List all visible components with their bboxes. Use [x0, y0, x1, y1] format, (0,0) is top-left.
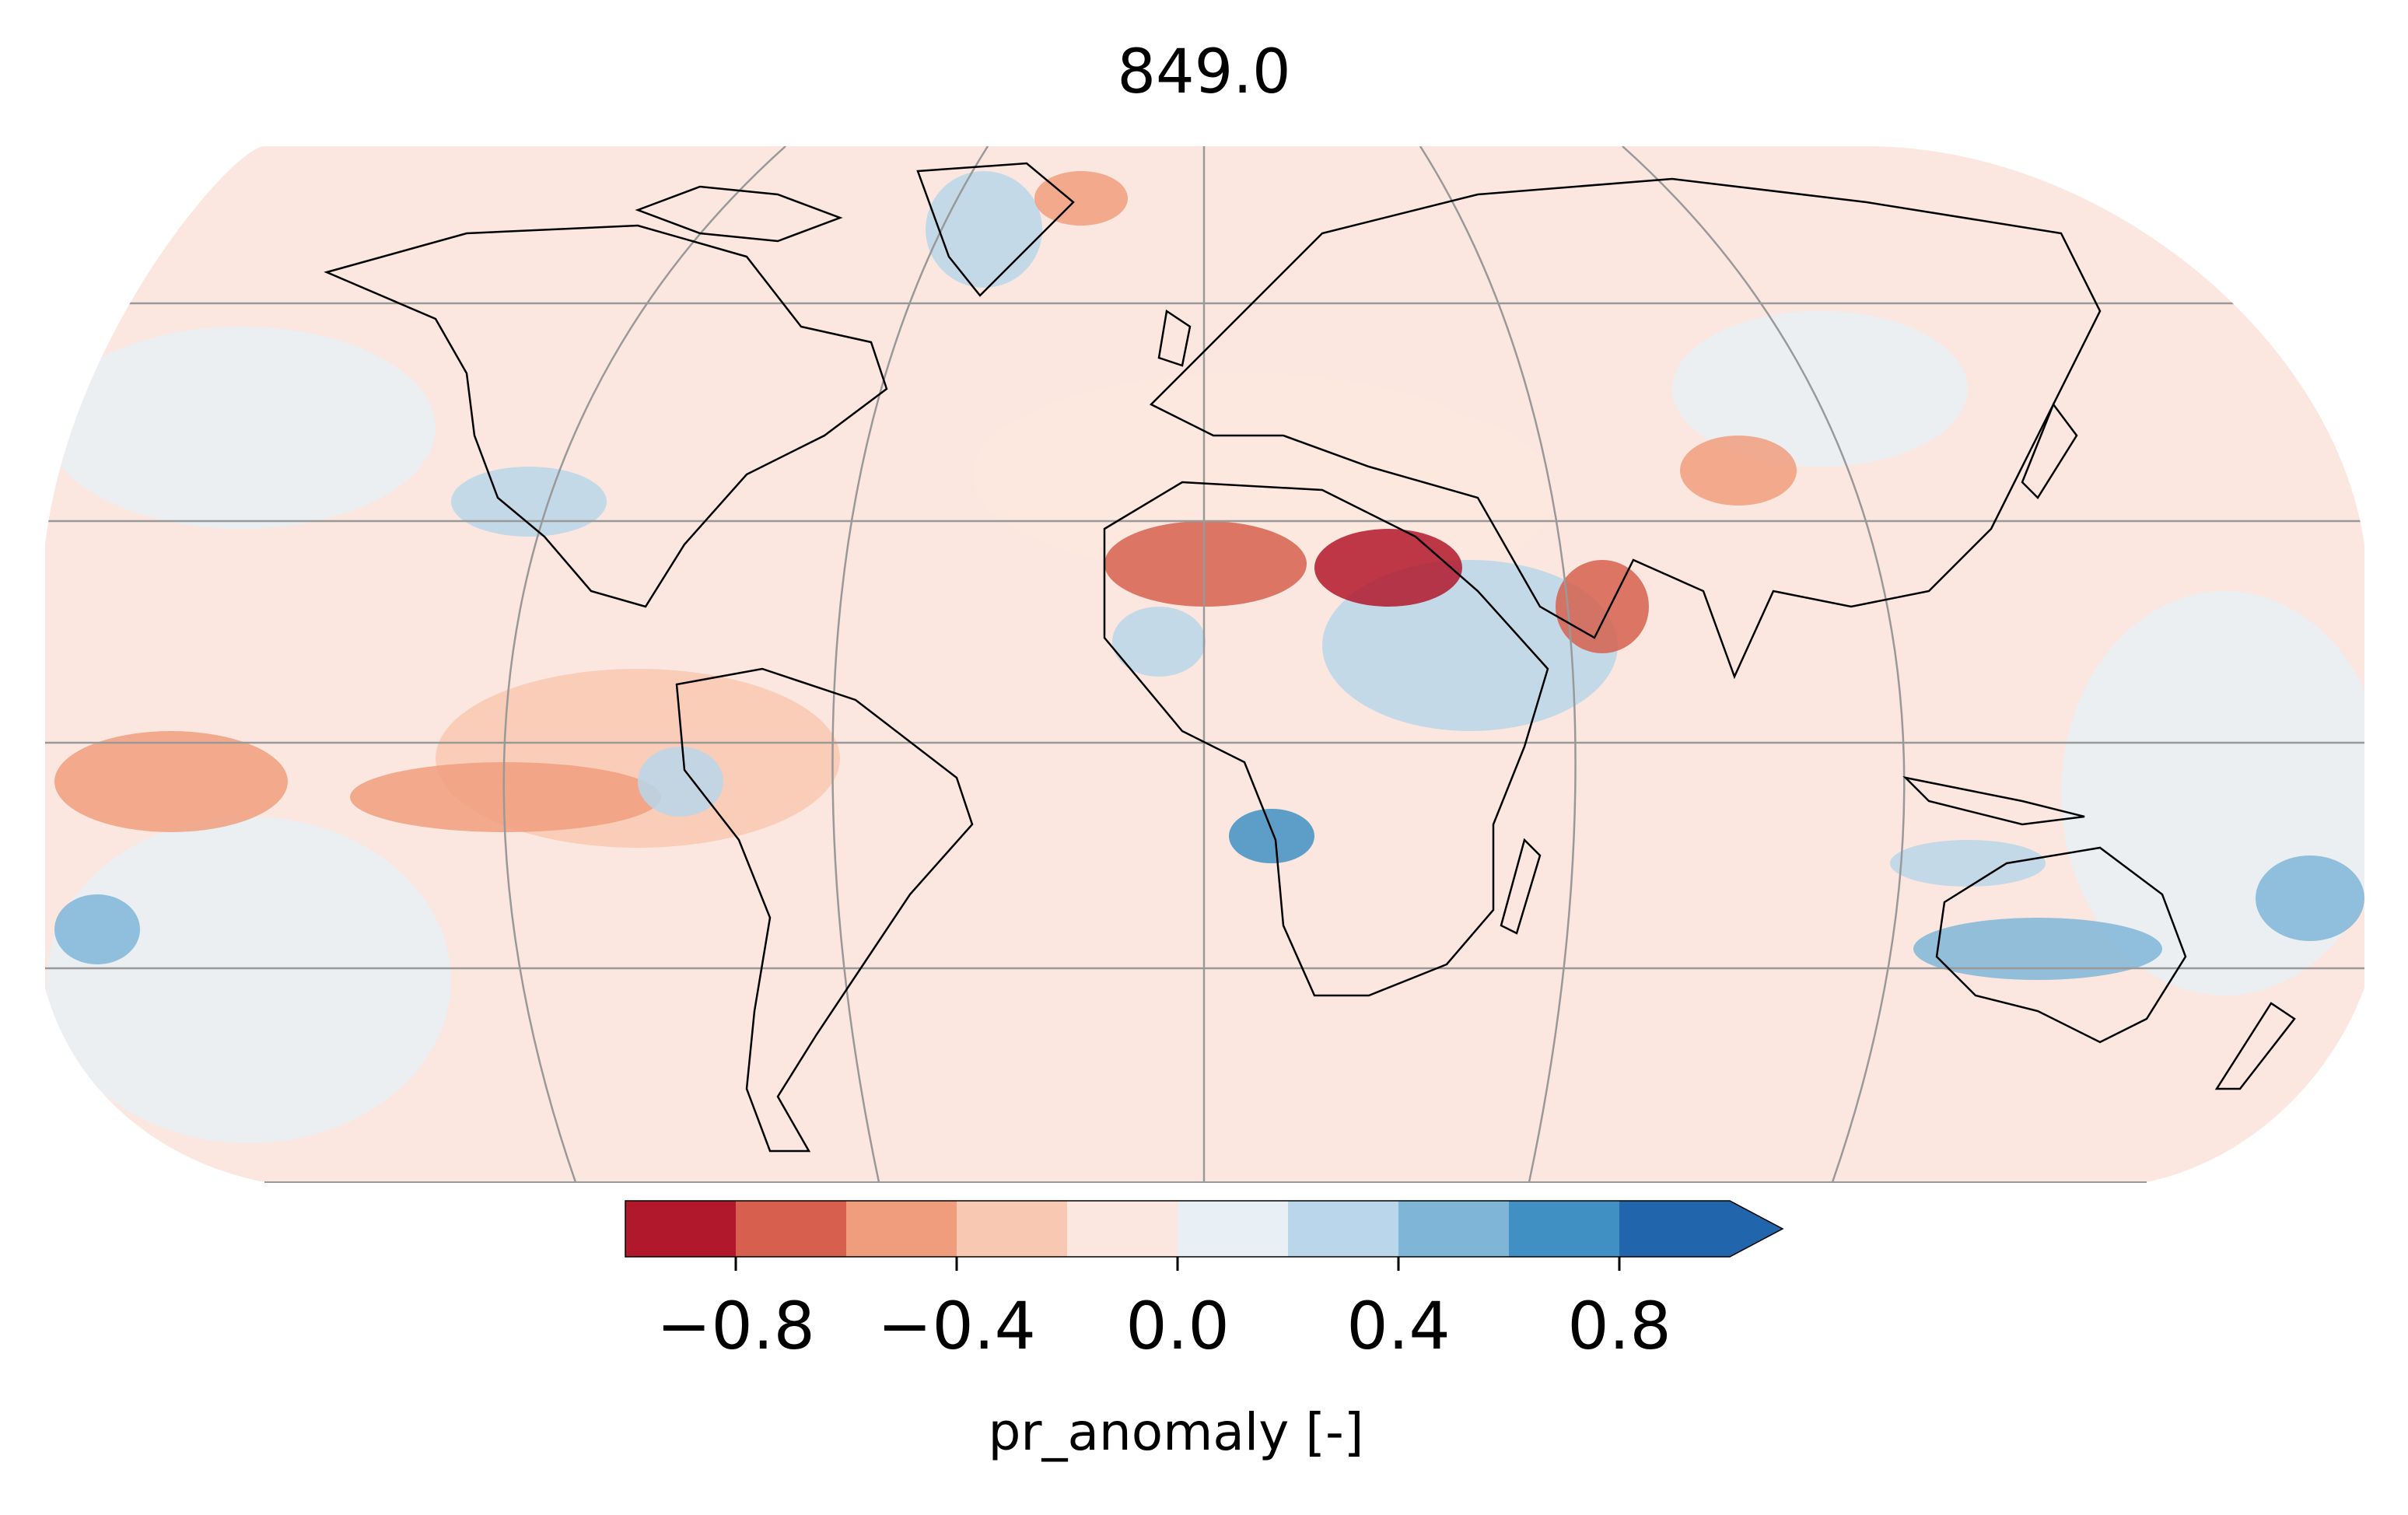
- anomaly-patch: [1672, 311, 1968, 467]
- new-zealand-coast: [2214, 1002, 2296, 1090]
- anomaly-patch: [1104, 521, 1307, 607]
- colorbar-outline: [625, 1200, 1784, 1258]
- japan-coast: [2021, 402, 2078, 499]
- anomaly-patch: [1680, 436, 1797, 506]
- colorbar-segment: [957, 1201, 1068, 1257]
- anomaly-patch: [638, 747, 723, 817]
- colorbar-segment: [625, 1201, 737, 1257]
- graticule-meridian: [1419, 146, 1577, 1182]
- anomaly-field: [47, 171, 2364, 1143]
- colorbar-segment: [1288, 1201, 1399, 1257]
- anomaly-patch: [47, 327, 436, 529]
- greenland-coast: [916, 162, 1075, 297]
- anomaly-patch: [1034, 171, 1128, 226]
- colorbar-tick-label: 0.0: [1125, 1288, 1230, 1364]
- graticule: [45, 146, 2364, 1182]
- anomaly-patch: [54, 731, 288, 832]
- anomaly-patch: [1913, 918, 2162, 980]
- africa-coast: [1103, 481, 1549, 997]
- graticule-meridian: [831, 146, 989, 1182]
- colorbar-segment: [1619, 1201, 1731, 1257]
- colorbar-segment: [1509, 1201, 1620, 1257]
- colorbar-label: pr_anomaly [-]: [988, 1402, 1363, 1462]
- colorbar-segment: [1398, 1201, 1510, 1257]
- anomaly-patch: [2256, 855, 2364, 941]
- map-title: 849.0: [1117, 37, 1291, 107]
- colorbar-tick-label: 0.4: [1346, 1288, 1451, 1364]
- colorbar-tick-label: −0.8: [656, 1288, 815, 1364]
- british-isles-coast: [1157, 309, 1192, 367]
- indonesia-coast: [1902, 775, 2085, 826]
- madagascar-coast: [1500, 838, 1542, 935]
- colorbar-segment: [736, 1201, 847, 1257]
- colorbar-segment: [846, 1201, 957, 1257]
- south-america-coast: [675, 667, 974, 1153]
- graticule-meridian: [502, 146, 786, 1182]
- colorbar-segment: [1067, 1201, 1178, 1257]
- anomaly-patch: [451, 467, 607, 537]
- north-america-coast: [324, 224, 888, 608]
- anomaly-patch: [350, 762, 661, 832]
- anomaly-patch: [926, 171, 1042, 288]
- anomaly-patch: [1229, 809, 1314, 863]
- anomaly-patch: [1890, 840, 2046, 887]
- anomaly-patch: [47, 817, 451, 1143]
- arctic-islands-coast: [635, 185, 843, 243]
- colorbar-tick-label: 0.8: [1567, 1288, 1671, 1364]
- anomaly-patch: [54, 894, 140, 964]
- australia-coast: [1935, 846, 2187, 1044]
- europe-asia-coast: [1149, 177, 2102, 680]
- anomaly-patch: [1206, 404, 1556, 583]
- anomaly-patch: [1314, 529, 1462, 607]
- colorbar-extend-arrow: [1730, 1201, 1783, 1257]
- graticule-meridian: [1622, 146, 1906, 1182]
- coastlines: [324, 162, 2296, 1153]
- colorbar-segment: [1178, 1201, 1289, 1257]
- colorbar-tick-label: −0.4: [877, 1288, 1036, 1364]
- anomaly-patch: [1112, 607, 1206, 677]
